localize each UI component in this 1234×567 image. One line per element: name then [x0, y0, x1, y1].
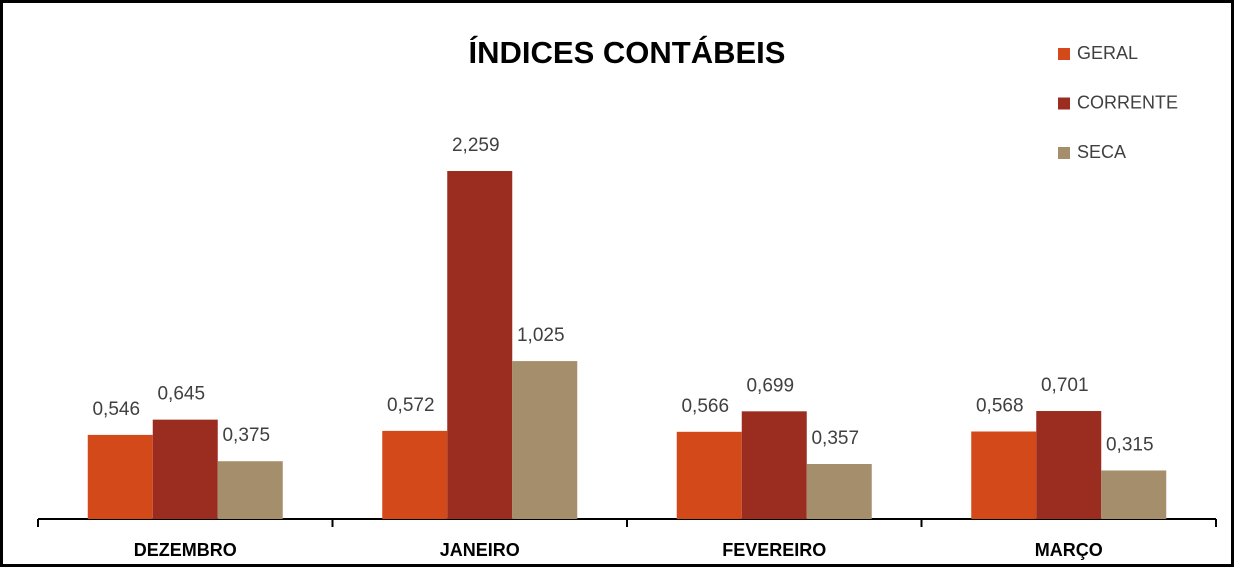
data-label: 0,568: [976, 396, 1024, 417]
x-tick-label: JANEIRO: [440, 540, 520, 560]
bar: [512, 361, 578, 519]
bar: [447, 171, 513, 519]
bar: [806, 464, 872, 519]
bar: [676, 431, 742, 519]
chart-title: ÍNDICES CONTÁBEIS: [469, 35, 786, 70]
data-label: 1,025: [517, 325, 565, 346]
data-label: 0,699: [746, 375, 794, 396]
bar: [382, 430, 448, 519]
data-label: 0,572: [387, 395, 435, 416]
data-label: 2,259: [452, 135, 500, 156]
data-label: 0,546: [92, 399, 140, 420]
legend-label: GERAL: [1077, 43, 1138, 63]
legend-label: SECA: [1077, 142, 1126, 162]
data-label: 0,701: [1041, 375, 1089, 396]
legend-label: CORRENTE: [1077, 92, 1178, 112]
data-label: 0,645: [157, 384, 205, 405]
x-tick-label: FEVEREIRO: [722, 540, 826, 560]
x-tick-label: DEZEMBRO: [134, 540, 237, 560]
data-label: 0,375: [222, 425, 270, 446]
data-label: 0,357: [811, 428, 859, 449]
x-tick-label: MARÇO: [1035, 540, 1103, 560]
bar: [217, 461, 283, 519]
bar: [87, 434, 153, 519]
bar: [971, 431, 1037, 519]
legend-swatch: [1058, 48, 1070, 60]
data-label: 0,315: [1106, 434, 1154, 455]
bar: [1036, 411, 1102, 519]
legend-swatch: [1058, 97, 1070, 110]
bar: [1101, 470, 1167, 519]
bar: [152, 419, 218, 519]
bar: [741, 411, 807, 519]
data-label: 0,566: [681, 396, 729, 417]
legend-swatch: [1058, 147, 1070, 159]
